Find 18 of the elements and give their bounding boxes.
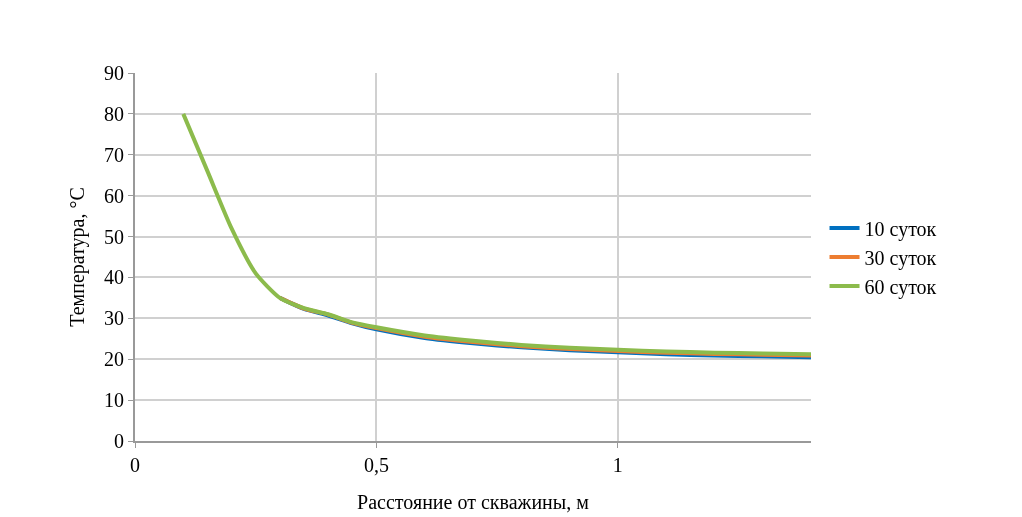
- x-tick-label: 0,5: [363, 454, 389, 476]
- y-tick-label: 30: [104, 307, 124, 330]
- x-axis-title: Расстояние от скважины, м: [357, 491, 590, 513]
- legend-label: 30 суток: [864, 246, 937, 270]
- y-tick-label: 40: [104, 266, 124, 289]
- y-tick-label: 0: [114, 430, 124, 452]
- y-tick-label: 70: [104, 143, 124, 166]
- y-axis-title: Температура, °С: [66, 187, 89, 327]
- x-tick-label: 1: [612, 454, 623, 476]
- y-tick-label: 20: [104, 348, 124, 371]
- legend-label: 60 суток: [864, 275, 937, 299]
- x-tick-label: 0: [130, 454, 140, 476]
- y-tick-label: 90: [104, 62, 124, 84]
- y-tick-label: 10: [104, 389, 124, 412]
- legend-label: 10 суток: [864, 217, 937, 241]
- y-tick-label: 50: [104, 225, 124, 248]
- y-tick-label: 80: [104, 102, 124, 125]
- y-tick-label: 60: [104, 184, 124, 207]
